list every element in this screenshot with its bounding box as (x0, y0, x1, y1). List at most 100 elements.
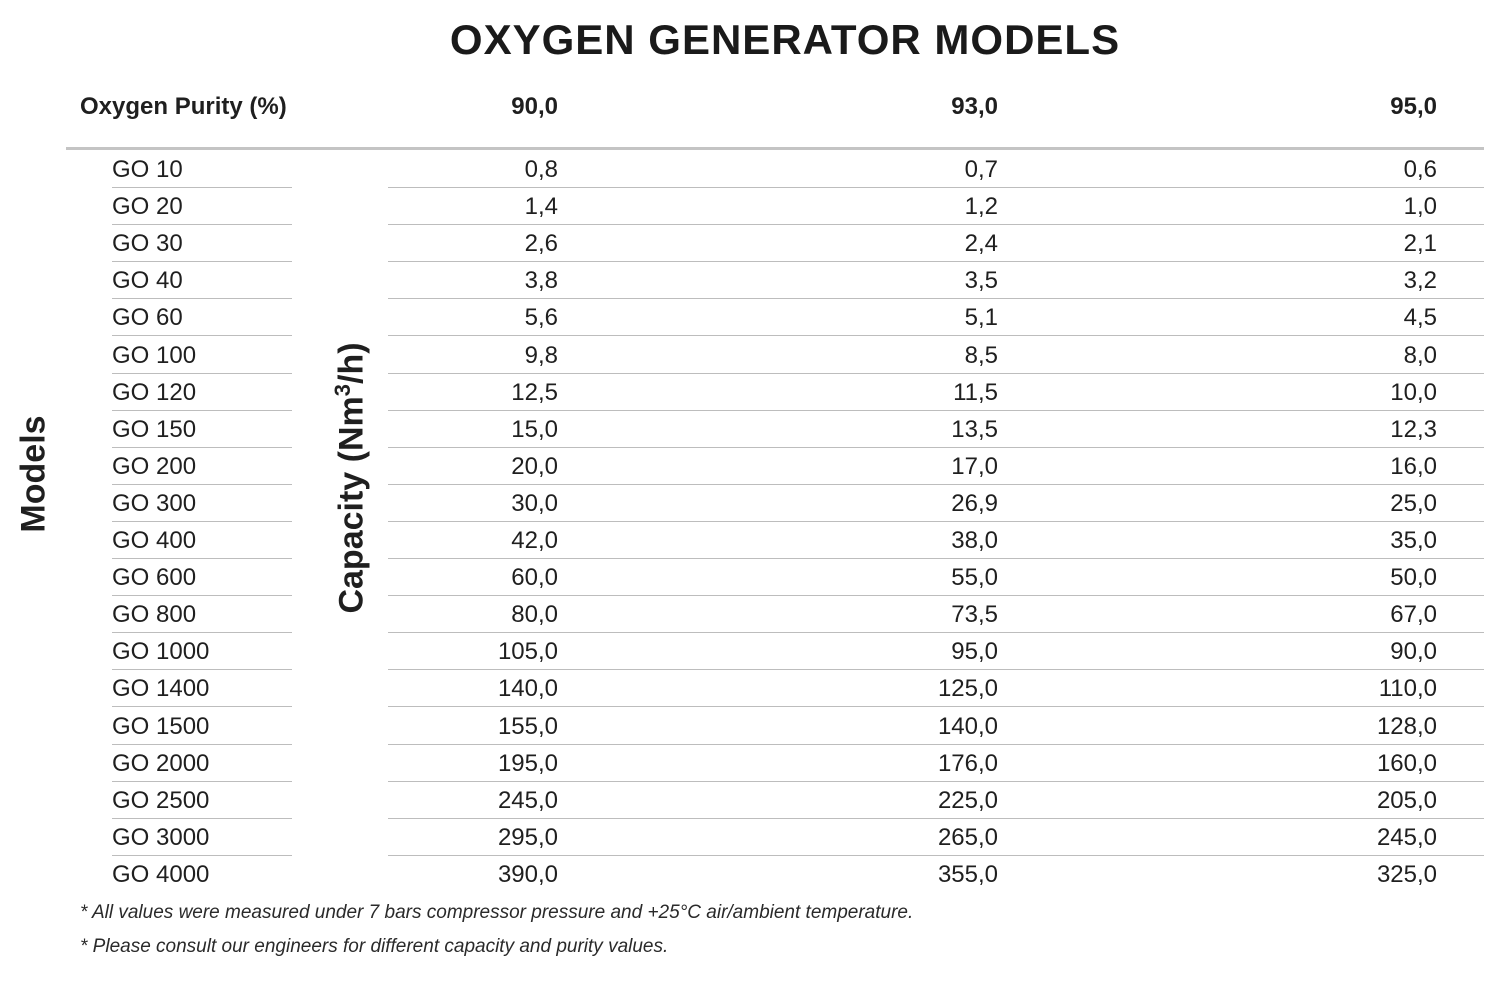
capacity-95-cell: 25,0 (1390, 489, 1437, 517)
capacity-95-cell: 1,0 (1403, 193, 1437, 221)
model-name-cell: GO 2500 (112, 786, 210, 814)
capacity-93-cell: 3,5 (964, 267, 998, 295)
table-row: GO 800 80,0 73,5 67,0 (0, 596, 1500, 634)
capacity-93-cell: 11,5 (953, 378, 998, 406)
capacity-95-cell: 10,0 (1390, 378, 1437, 406)
purity-90-header: 90,0 (511, 93, 558, 120)
row-divider (112, 520, 292, 522)
footnote-consult: * Please consult our engineers for diffe… (80, 936, 669, 957)
capacity-93-cell: 2,4 (964, 230, 998, 258)
capacity-95-cell: 110,0 (1378, 675, 1437, 703)
row-divider (112, 743, 292, 745)
capacity-90-cell: 80,0 (511, 601, 558, 629)
capacity-90-cell: 0,8 (524, 156, 558, 183)
capacity-90-cell: 60,0 (511, 564, 558, 592)
capacity-93-cell: 38,0 (951, 527, 998, 554)
table-row: GO 1400 140,0 125,0 110,0 (0, 670, 1500, 708)
row-divider (112, 298, 292, 300)
row-divider (388, 446, 1484, 448)
row-divider (112, 372, 292, 374)
table-row: GO 300 30,0 26,9 25,0 (0, 485, 1500, 522)
capacity-95-cell: 205,0 (1376, 786, 1437, 814)
row-divider (388, 409, 1484, 411)
row-divider (112, 854, 292, 856)
purity-93-header: 93,0 (951, 93, 998, 120)
table-row: GO 30 2,6 2,4 2,1 (0, 225, 1500, 263)
row-divider (388, 669, 1484, 671)
capacity-95-cell: 325,0 (1376, 860, 1437, 888)
row-divider (388, 817, 1484, 819)
capacity-95-cell: 50,0 (1390, 564, 1437, 592)
row-divider (388, 261, 1484, 263)
capacity-90-cell: 30,0 (511, 489, 558, 517)
row-divider (112, 780, 292, 782)
table-row: GO 10 0,8 0,7 0,6 (0, 151, 1500, 188)
capacity-93-cell: 73,5 (951, 601, 998, 629)
row-divider (112, 817, 292, 819)
row-divider (388, 520, 1484, 522)
capacity-90-cell: 105,0 (497, 638, 558, 666)
capacity-95-cell: 16,0 (1390, 452, 1437, 480)
model-name-cell: GO 3000 (112, 823, 210, 851)
capacity-93-cell: 17,0 (951, 452, 998, 480)
row-divider (112, 558, 292, 559)
model-name-cell: GO 800 (112, 601, 197, 629)
capacity-95-cell: 0,6 (1403, 156, 1437, 183)
model-name-cell: GO 10 (112, 156, 183, 183)
row-divider (388, 780, 1484, 782)
row-divider (388, 558, 1484, 559)
table-row: GO 1000 105,0 95,0 90,0 (0, 633, 1500, 671)
capacity-93-cell: 176,0 (937, 749, 998, 777)
purity-label: Oxygen Purity (%) (80, 93, 287, 120)
row-divider (388, 298, 1484, 300)
capacity-95-cell: 245,0 (1376, 823, 1437, 851)
model-name-cell: GO 4000 (112, 860, 210, 888)
capacity-95-cell: 67,0 (1390, 601, 1437, 629)
capacity-93-cell: 1,2 (964, 193, 998, 221)
capacity-95-cell: 90,0 (1390, 638, 1437, 666)
purity-95-header: 95,0 (1390, 93, 1437, 120)
capacity-90-cell: 245,0 (497, 786, 558, 814)
capacity-90-cell: 195,0 (497, 749, 558, 777)
capacity-93-cell: 95,0 (951, 638, 998, 666)
row-divider (388, 854, 1484, 856)
capacity-90-cell: 5,6 (524, 304, 558, 332)
capacity-90-cell: 1,4 (524, 193, 558, 221)
capacity-90-cell: 2,6 (524, 230, 558, 258)
capacity-93-cell: 125,0 (937, 675, 998, 703)
model-name-cell: GO 40 (112, 267, 183, 295)
row-divider (388, 187, 1484, 188)
model-name-cell: GO 150 (112, 415, 197, 443)
model-name-cell: GO 1000 (112, 638, 210, 666)
row-divider (388, 224, 1484, 226)
model-name-cell: GO 300 (112, 489, 197, 517)
capacity-93-cell: 140,0 (937, 712, 998, 740)
capacity-93-cell: 225,0 (937, 786, 998, 814)
row-divider (112, 632, 292, 634)
page-title: OXYGEN GENERATOR MODELS (449, 16, 1121, 63)
model-name-cell: GO 1500 (112, 712, 210, 740)
row-divider (112, 706, 292, 708)
model-name-cell: GO 1400 (112, 675, 210, 703)
capacity-90-cell: 20,0 (511, 452, 558, 480)
table-row: GO 2500 245,0 225,0 205,0 (0, 782, 1500, 819)
row-divider (112, 669, 292, 671)
capacity-90-cell: 3,8 (524, 267, 558, 295)
capacity-90-cell: 15,0 (511, 415, 558, 443)
table-row: GO 3000 295,0 265,0 245,0 (0, 819, 1500, 856)
row-divider (112, 335, 292, 337)
table-row: GO 150 15,0 13,5 12,3 (0, 411, 1500, 448)
row-divider (388, 483, 1484, 485)
capacity-95-cell: 4,5 (1403, 304, 1437, 332)
capacity-93-cell: 26,9 (951, 489, 998, 517)
model-name-cell: GO 60 (112, 304, 183, 332)
model-name-cell: GO 20 (112, 193, 183, 221)
table-row: GO 120 12,5 11,5 10,0 (0, 374, 1500, 411)
capacity-95-cell: 128,0 (1376, 712, 1437, 740)
capacity-95-cell: 2,1 (1403, 230, 1437, 258)
capacity-93-cell: 5,1 (964, 304, 998, 332)
model-name-cell: GO 100 (112, 341, 197, 369)
row-divider (388, 595, 1484, 597)
model-name-cell: GO 120 (112, 378, 197, 406)
table-row: GO 40 3,8 3,5 3,2 (0, 262, 1500, 300)
